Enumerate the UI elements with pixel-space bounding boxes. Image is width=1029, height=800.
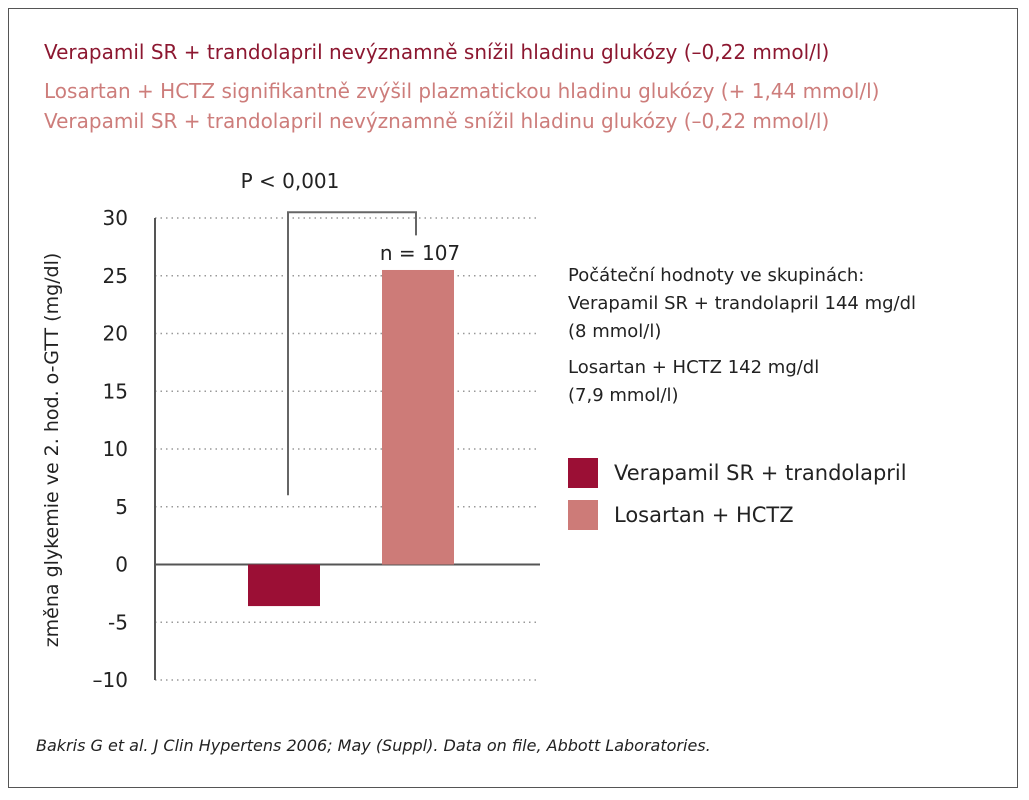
y-tick-label: 30: [103, 206, 128, 230]
legend-swatch-verapamil: [568, 458, 598, 488]
source-citation: Bakris G et al. J Clin Hypertens 2006; M…: [36, 736, 711, 755]
heading-verapamil: Verapamil SR + trandolapril nevýznamně s…: [44, 40, 830, 64]
y-axis-label: změna glykemie ve 2. hod. o-GTT (mg/dl): [41, 253, 63, 648]
y-tick-label: 0: [115, 553, 128, 577]
legend-label-losartan: Losartan + HCTZ: [614, 503, 794, 527]
y-tick-label: 15: [103, 379, 128, 403]
y-tick-labels: 30 25 20 15 10 5 0 -5 –10: [93, 206, 128, 692]
y-tick-label: 5: [115, 495, 128, 519]
baseline-verapamil-mmol: (8 mmol/l): [568, 321, 662, 342]
legend-item-verapamil: Verapamil SR + trandolapril: [568, 458, 907, 488]
legend-swatch-losartan: [568, 500, 598, 530]
n-label: n = 107: [380, 241, 460, 265]
figure-frame: [8, 8, 1018, 788]
baseline-verapamil: Verapamil SR + trandolapril 144 mg/dl: [568, 293, 917, 314]
baseline-info: Počáteční hodnoty ve skupinách: Verapami…: [568, 262, 916, 410]
legend-item-losartan: Losartan + HCTZ: [568, 500, 794, 530]
heading-verapamil-repeat: Verapamil SR + trandolapril nevýznamně s…: [44, 109, 830, 133]
bar-verapamil: [248, 564, 320, 607]
heading-losartan: Losartan + HCTZ signifikantně zvýšil pla…: [44, 79, 880, 103]
baseline-losartan-mmol: (7,9 mmol/l): [568, 385, 679, 406]
bars: [248, 269, 454, 607]
legend-label-verapamil: Verapamil SR + trandolapril: [614, 461, 907, 485]
y-tick-label: -5: [108, 610, 128, 634]
baseline-losartan: Losartan + HCTZ 142 mg/dl: [568, 357, 820, 378]
p-value-label: P < 0,001: [241, 169, 340, 193]
grid-lines: [155, 217, 540, 681]
y-tick-label: 10: [103, 437, 128, 461]
y-tick-label: 25: [103, 264, 128, 288]
baseline-title: Počáteční hodnoty ve skupinách:: [568, 265, 865, 286]
significance-bracket: [287, 211, 417, 496]
y-tick-label: –10: [93, 668, 128, 692]
y-tick-label: 20: [103, 322, 128, 346]
bar-losartan: [382, 269, 454, 565]
